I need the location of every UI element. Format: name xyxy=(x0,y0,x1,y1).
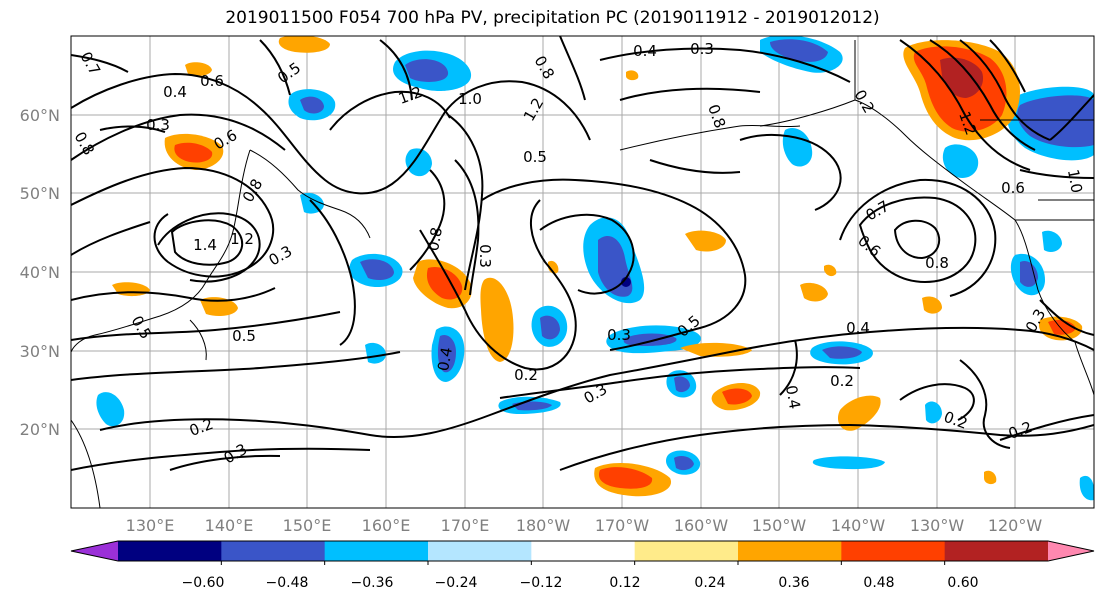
colorbar-outline xyxy=(70,540,1095,562)
colorbar-extend-high xyxy=(1048,541,1094,561)
colorbar-tick-label: 0.24 xyxy=(694,575,725,591)
lon-label: 140°E xyxy=(205,516,254,535)
contour-label: 0.3 xyxy=(476,244,494,268)
contour-label: 0.8 xyxy=(424,226,446,253)
latitude-labels: 60°N 50°N 40°N 30°N 20°N xyxy=(20,106,60,439)
colorbar-segment xyxy=(118,541,222,561)
colorbar-tick-label: −0.12 xyxy=(520,575,563,591)
contour-label: 1.0 xyxy=(458,90,482,108)
lon-label: 150°W xyxy=(752,516,807,535)
lat-label: 40°N xyxy=(20,263,60,282)
lon-label: 160°W xyxy=(674,516,729,535)
colorbar-segment xyxy=(944,541,1049,561)
colorbar-tick-label: 0.48 xyxy=(863,575,894,591)
colorbar xyxy=(70,540,1095,565)
lon-label: 170°W xyxy=(595,516,650,535)
lat-label: 30°N xyxy=(20,342,60,361)
map-title: 2019011500 F054 700 hPa PV, precipitatio… xyxy=(225,8,880,28)
colorbar-tick-label: 0.12 xyxy=(609,575,640,591)
lat-label: 50°N xyxy=(20,184,60,203)
lon-label: 150°E xyxy=(283,516,332,535)
colorbar-tick-label: −0.60 xyxy=(182,575,225,591)
contour-label: 1.2 xyxy=(230,230,254,248)
colorbar-segment xyxy=(634,541,739,561)
lon-label: 170°E xyxy=(441,516,490,535)
lon-label: 160°E xyxy=(362,516,411,535)
colorbar-tick-label: −0.36 xyxy=(351,575,394,591)
contour-label: 0.5 xyxy=(523,148,547,166)
contour-label: 0.6 xyxy=(200,72,224,90)
precip-negative-areas xyxy=(96,36,1094,501)
lon-label: 120°W xyxy=(988,516,1043,535)
colorbar-segment xyxy=(841,541,946,561)
contour-label: 0.3 xyxy=(607,326,631,344)
lon-label: 130°E xyxy=(126,516,175,535)
colorbar-tick-label: 0.36 xyxy=(778,575,809,591)
lon-label: 140°W xyxy=(831,516,886,535)
lon-label: 130°W xyxy=(910,516,965,535)
contour-label: 0.8 xyxy=(925,254,949,272)
colorbar-tick-label: −0.48 xyxy=(266,575,309,591)
contour-label: 0.2 xyxy=(830,372,854,390)
lat-label: 20°N xyxy=(20,420,60,439)
colorbar-tick-labels: −0.60 −0.48 −0.36 −0.24 −0.12 0.12 0.24 … xyxy=(182,575,979,591)
colorbar-tick-label: 0.60 xyxy=(947,575,978,591)
lat-label: 60°N xyxy=(20,106,60,125)
contour-label: 0.2 xyxy=(514,366,538,384)
contour-label: 0.3 xyxy=(690,40,714,58)
colorbar-segment xyxy=(738,541,842,561)
colorbar-segment xyxy=(428,541,532,561)
precip-positive-areas xyxy=(112,36,1083,497)
colorbar-extend-low xyxy=(71,541,118,561)
contour-label: 0.5 xyxy=(232,327,256,345)
colorbar-segment xyxy=(531,541,636,561)
pv-contours xyxy=(71,36,1094,471)
colorbar-segment xyxy=(221,541,326,561)
contour-label: 0.6 xyxy=(1001,179,1025,197)
contour-label: 1.4 xyxy=(193,236,217,254)
colorbar-tick-label: −0.24 xyxy=(435,575,478,591)
contour-label: 0.4 xyxy=(782,384,804,411)
longitude-labels: 130°E 140°E 150°E 160°E 170°E 180°W 170°… xyxy=(126,516,1043,535)
contour-label: 0.4 xyxy=(163,83,187,101)
contour-label: 0.4 xyxy=(633,42,657,60)
contour-label: 0.3 xyxy=(146,116,170,134)
map-border xyxy=(70,35,1095,509)
colorbar-segment xyxy=(324,541,429,561)
contour-label: 0.4 xyxy=(434,346,456,373)
contour-label: 0.4 xyxy=(846,319,870,337)
contour-label: 1.0 xyxy=(1064,168,1086,195)
lon-label: 180°W xyxy=(516,516,571,535)
gridlines xyxy=(71,36,1094,508)
